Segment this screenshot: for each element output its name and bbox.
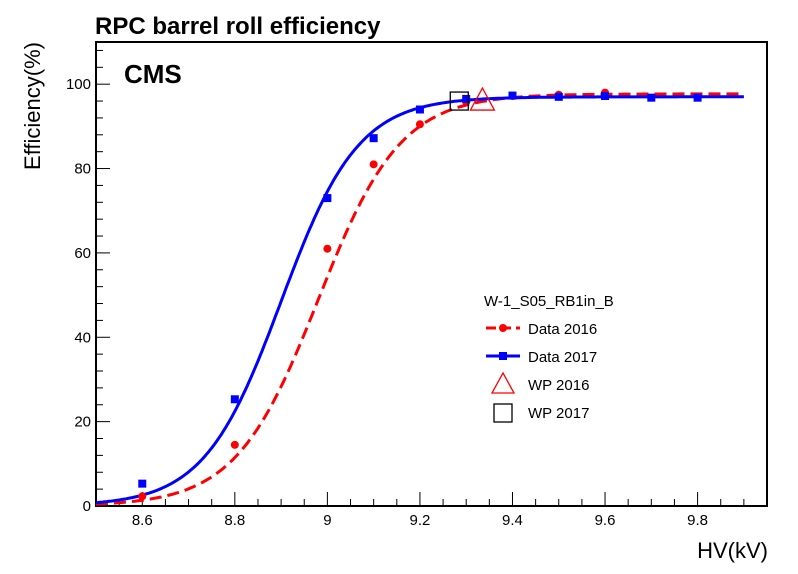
x-tick-label: 8.8 [224,512,245,529]
point-data-2017 [693,93,702,102]
point-data-2017 [601,91,610,100]
y-tick-label: 0 [83,498,91,515]
point-data-2017 [554,92,563,101]
point-data-2017 [647,93,656,102]
point-data-2017 [323,194,332,203]
y-tick-label: 60 [74,245,91,262]
legend-label-data-2017: Data 2017 [528,349,597,366]
point-data-2016 [138,492,147,501]
y-tick-label: 100 [66,76,91,93]
point-data-2017 [415,105,424,114]
x-tick-label: 9 [323,512,331,529]
cms-label: CMS [124,59,182,89]
x-axis: 8.6 8.8 9 9.2 9.4 9.6 9.8 [95,492,768,529]
working-points [449,86,496,111]
x-tick-label: 9.2 [410,512,431,529]
chart-title: RPC barrel roll efficiency [95,13,381,40]
y-tick-label: 20 [74,414,91,431]
legend-header: W-1_S05_RB1in_B [484,293,614,310]
point-data-2017 [462,94,471,103]
legend-label-wp-2017: WP 2017 [528,405,589,422]
point-data-2017 [230,395,239,404]
x-axis-label: HV(kV) [697,538,768,563]
point-data-2017 [369,134,378,143]
point-data-2017 [508,91,517,100]
data-points [138,88,702,501]
legend-marker-wp-2017 [493,403,513,423]
plot-frame [95,41,768,507]
legend-marker-data-2017 [499,352,507,360]
marker-wp-2017 [449,91,469,111]
legend-label-wp-2016: WP 2016 [528,377,589,394]
point-data-2017 [138,479,147,488]
y-axis: 0 20 40 60 80 100 [66,49,110,515]
x-tick-label: 9.6 [595,512,616,529]
point-data-2016 [415,120,424,129]
x-tick-label: 9.8 [687,512,708,529]
y-tick-label: 40 [74,329,91,346]
y-tick-label: 80 [74,161,91,178]
x-tick-label: 8.6 [132,512,153,529]
x-tick-label: 9.4 [502,512,523,529]
marker-wp-2016 [469,86,496,111]
point-data-2016 [230,440,239,449]
legend-marker-data-2016 [499,324,507,332]
point-data-2016 [369,160,378,169]
legend-marker-wp-2016 [490,371,516,394]
legend-label-data-2016: Data 2016 [528,321,597,338]
legend: W-1_S05_RB1in_B Data 2016 Data 2017 WP 2… [484,293,614,423]
point-data-2016 [323,244,332,253]
y-axis-label: Efficiency(%) [20,42,45,170]
